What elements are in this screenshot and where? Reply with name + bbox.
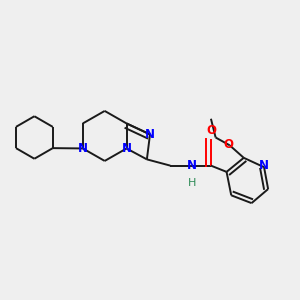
Text: H: H (188, 178, 196, 188)
Text: N: N (145, 128, 155, 141)
Text: N: N (78, 142, 88, 155)
Text: O: O (206, 124, 216, 137)
Text: O: O (223, 138, 233, 151)
Text: N: N (187, 159, 197, 172)
Text: N: N (259, 159, 269, 172)
Text: N: N (122, 142, 132, 155)
